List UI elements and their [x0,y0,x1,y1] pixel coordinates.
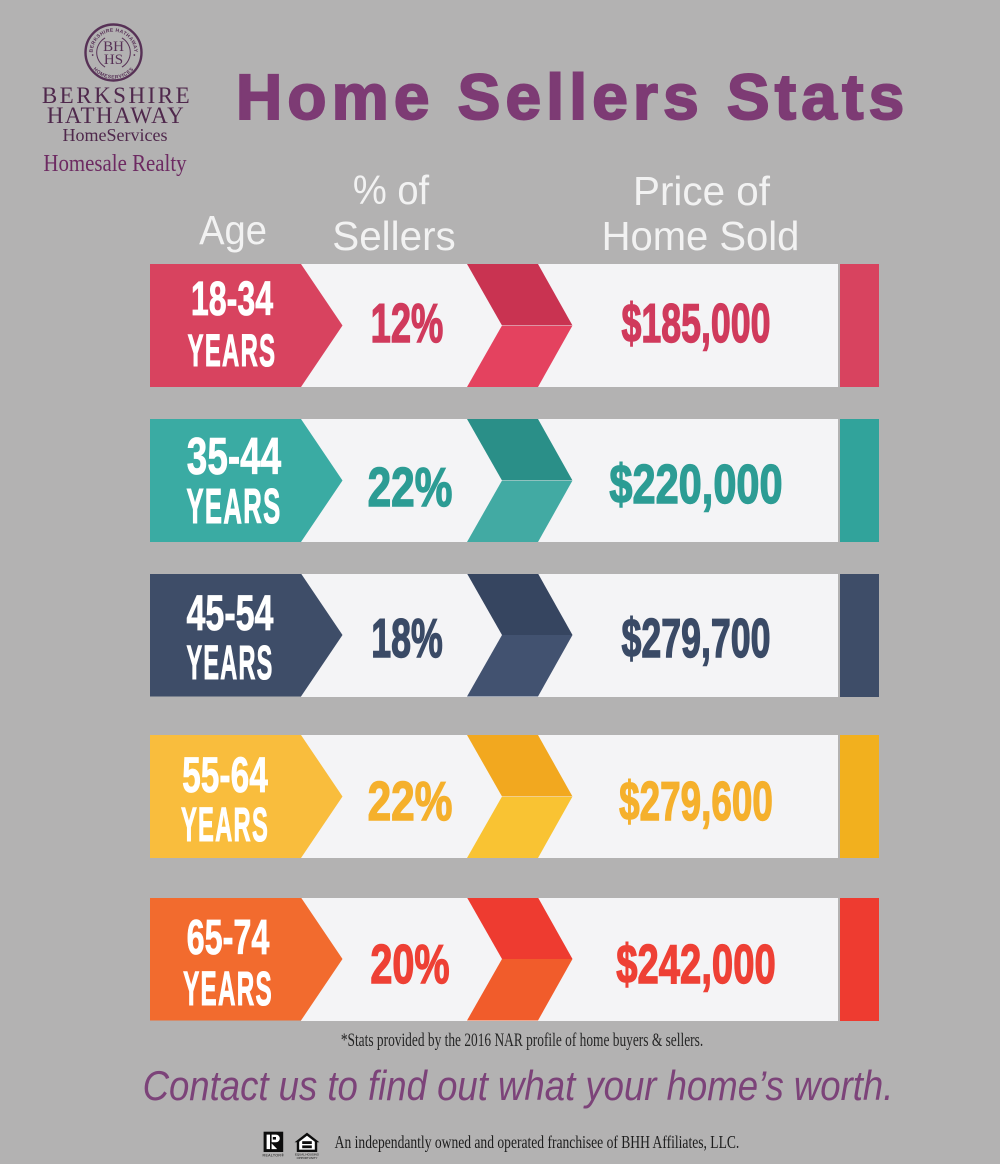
svg-text:HS: HS [104,52,123,68]
svg-text:EQUAL HOUSING: EQUAL HOUSING [295,1153,320,1157]
svg-text:BH: BH [103,39,124,55]
svg-text:HOMESERVICES: HOMESERVICES [92,66,136,80]
svg-text:REALTOR®: REALTOR® [263,1153,285,1157]
svg-text:OPPORTUNITY: OPPORTUNITY [297,1156,318,1160]
